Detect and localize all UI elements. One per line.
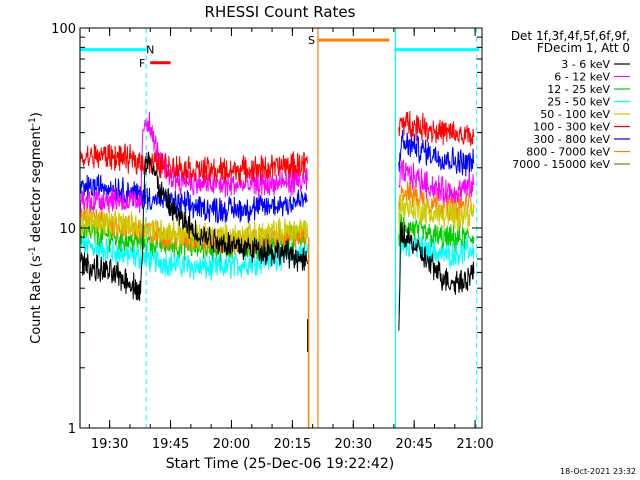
y-axis-label: Count Rate (s-1 detector segment-1) [28,112,44,344]
x-tick-label-2: 19:45 [152,437,189,452]
legend-header-2: FDecim 1, Att 0 [537,41,630,55]
series-line-50-100-kev-seg2 [398,194,475,231]
legend: Det 1f,3f,4f,5f,6f,9f, FDecim 1, Att 0 3… [511,29,630,171]
y-axis-label-end: ) [29,112,44,117]
series-line-6-12-kev-seg1 [80,111,308,213]
series-line-3-6-kev-seg2 [398,221,475,331]
axis-ticks: 19:30 19:45 20:00 20:15 20:30 20:45 21:00 1 10 10… [51,22,494,452]
legend-label-12-25-kev: 12 - 25 keV [547,83,610,96]
legend-label-50-100-kev: 50 - 100 keV [540,108,610,121]
legend-label-25-50-kev: 25 - 50 keV [547,96,610,109]
x-tick-label-4: 20:15 [274,437,311,452]
y-tick-label-2: 10 [59,222,76,237]
y-tick-label-3: 100 [51,22,76,37]
state-label-f: F [139,57,145,70]
series-line-300-800-kev-seg2 [398,129,475,178]
y-axis-label-sup2: -1 [28,117,38,126]
state-label-s: S [308,34,315,47]
legend-label-300-800-kev: 300 - 800 keV [533,133,610,146]
legend-header-1: Det 1f,3f,4f,5f,6f,9f, [511,29,630,43]
x-tick-label-7: 21:00 [456,437,493,452]
state-label-n: N [146,44,154,57]
series-line-12-25-kev-seg2 [398,213,475,252]
legend-label-3-6-kev: 3 - 6 keV [561,58,610,71]
x-axis-label: Start Time (25-Dec-06 19:22:42) [166,456,394,472]
series-line-100-300-kev-seg2 [398,110,475,147]
x-tick-label-5: 20:30 [335,437,372,452]
footer-timestamp: 18-Oct-2021 23:32 [560,467,636,476]
series-layer [80,110,475,428]
legend-label-100-300-kev: 100 - 300 keV [533,121,610,134]
chart-title: RHESSI Count Rates [205,3,356,21]
legend-label-7000-15000-kev: 7000 - 15000 keV [512,158,610,171]
x-tick-label-3: 20:00 [213,437,250,452]
legend-label-6-12-kev: 6 - 12 keV [554,71,610,84]
y-axis-label-sup1: -1 [28,246,38,255]
y-axis-label-mid: detector segment [29,126,44,246]
x-tick-label-6: 20:45 [395,437,432,452]
series-line-6-12-kev-seg2 [398,159,475,204]
series-line-100-300-kev-seg1 [80,143,308,186]
y-tick-label-1: 1 [68,422,76,437]
y-axis-label-main: Count Rate (s [29,255,44,344]
series-line-3-6-kev-seg1 [80,151,308,302]
legend-label-800-7000-kev: 800 - 7000 keV [526,146,610,159]
x-tick-label-1: 19:30 [91,437,128,452]
